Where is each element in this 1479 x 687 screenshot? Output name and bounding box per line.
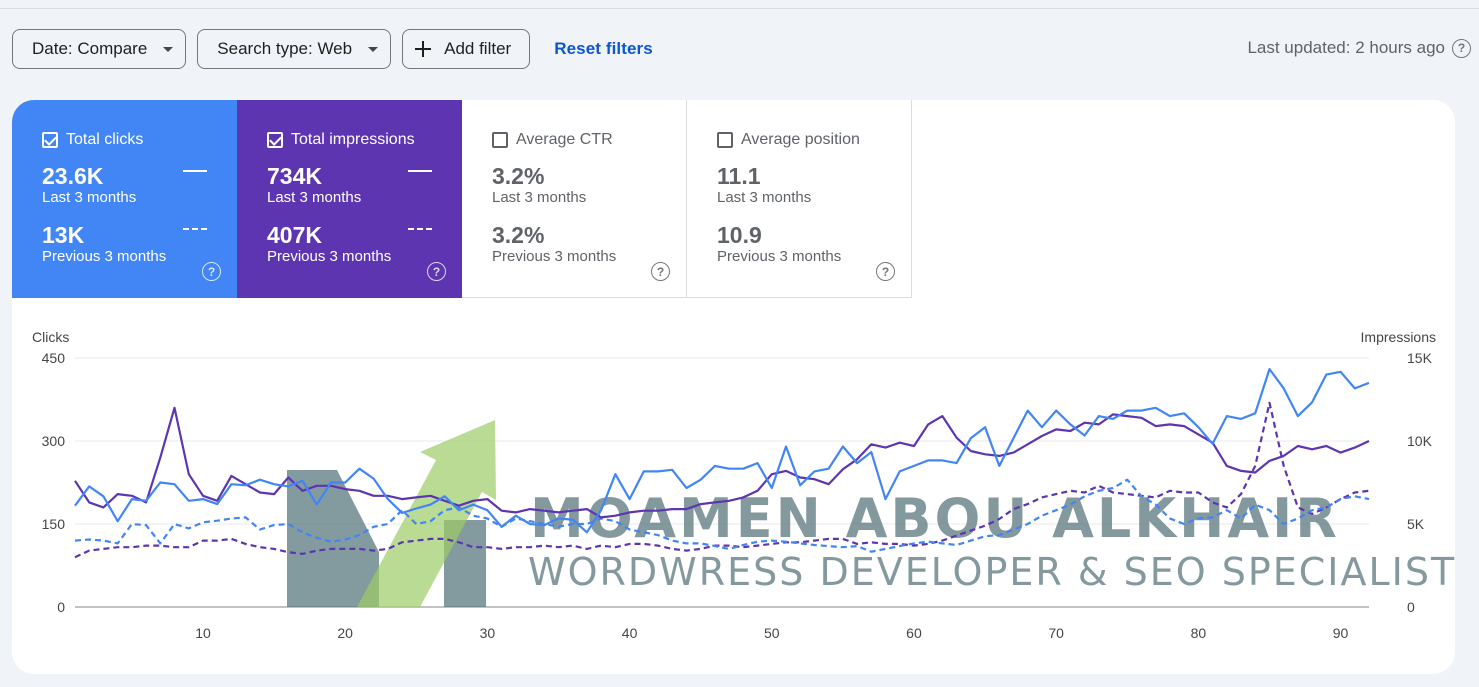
metric-current-period: Last 3 months bbox=[717, 189, 812, 206]
performance-chart[interactable]: Clicks Impressions 0 150 300 450 0 5K 10K 15K 10… bbox=[12, 100, 1455, 674]
series-line-total-impressions-previous bbox=[74, 401, 1370, 559]
help-icon[interactable]: ? bbox=[202, 262, 221, 281]
chart-axis-labels: Clicks Impressions bbox=[32, 329, 1436, 345]
x-tick-label: 90 bbox=[1333, 625, 1349, 641]
x-tick-label: 40 bbox=[622, 625, 638, 641]
filter-bar: Date: Compare Search type: Web Add filte… bbox=[12, 29, 653, 69]
chart-ticks: 0 150 300 450 0 5K 10K 15K 10 20 30 40 50 60 70 80 90 bbox=[42, 350, 1433, 641]
add-filter-button[interactable]: Add filter bbox=[402, 29, 531, 69]
metric-previous-period: Previous 3 months bbox=[717, 248, 842, 265]
metric-label: Average position bbox=[741, 131, 860, 148]
checkbox-checked-icon[interactable] bbox=[267, 132, 283, 148]
metric-current-value: 734K bbox=[267, 163, 322, 189]
metric-previous-period: Previous 3 months bbox=[42, 248, 167, 265]
help-icon[interactable]: ? bbox=[1452, 38, 1471, 58]
checkbox-unchecked-icon[interactable] bbox=[717, 132, 733, 148]
metric-previous-value: 13K bbox=[42, 222, 85, 248]
metric-label: Average CTR bbox=[516, 131, 613, 148]
dashed-line-legend-icon bbox=[183, 228, 207, 230]
y-right-axis-title: Impressions bbox=[1361, 329, 1436, 345]
metric-card-average-position[interactable]: Average position 11.1 Last 3 months 10.9… bbox=[687, 100, 912, 298]
y-left-tick-label: 0 bbox=[57, 599, 65, 615]
reset-filters-link[interactable]: Reset filters bbox=[554, 39, 653, 58]
help-icon[interactable]: ? bbox=[427, 262, 446, 281]
search-type-label: Search type: Web bbox=[217, 39, 353, 58]
date-filter-label: Date: Compare bbox=[32, 39, 148, 58]
date-filter-chip[interactable]: Date: Compare bbox=[12, 29, 187, 69]
chart-series bbox=[74, 368, 1370, 559]
caret-down-icon bbox=[368, 46, 379, 52]
y-right-tick-label: 15K bbox=[1407, 350, 1433, 366]
metric-label: Total impressions bbox=[291, 131, 415, 148]
metric-current-value: 23.6K bbox=[42, 163, 104, 189]
metric-label-row: Average position bbox=[717, 130, 911, 150]
search-type-chip[interactable]: Search type: Web bbox=[197, 29, 392, 69]
series-line-total-impressions-current bbox=[74, 406, 1370, 519]
metric-card-average-ctr[interactable]: Average CTR 3.2% Last 3 months 3.2% Prev… bbox=[462, 100, 687, 298]
solid-line-legend-icon bbox=[408, 170, 432, 172]
metric-card-total-impressions[interactable]: Total impressions 734K Last 3 months 407… bbox=[237, 100, 462, 298]
metric-previous-value: 3.2% bbox=[492, 222, 545, 248]
checkbox-unchecked-icon[interactable] bbox=[492, 132, 508, 148]
metric-label: Total clicks bbox=[66, 131, 144, 148]
x-tick-label: 50 bbox=[764, 625, 780, 641]
x-tick-label: 70 bbox=[1048, 625, 1064, 641]
metric-label-row: Total impressions bbox=[267, 130, 462, 150]
y-right-tick-label: 10K bbox=[1407, 433, 1433, 449]
metric-previous-period: Previous 3 months bbox=[267, 248, 392, 265]
logo-m-left-shape bbox=[287, 470, 379, 607]
help-icon[interactable]: ? bbox=[876, 262, 895, 281]
metric-label-row: Total clicks bbox=[42, 130, 237, 150]
series-line-total-clicks-current bbox=[74, 368, 1370, 534]
metric-card-total-clicks[interactable]: Total clicks 23.6K Last 3 months 13K Pre… bbox=[12, 100, 237, 298]
x-tick-label: 30 bbox=[480, 625, 496, 641]
logo-arrow-shape bbox=[357, 420, 496, 607]
help-icon[interactable]: ? bbox=[651, 262, 670, 281]
watermark-logo: MOAMEN ABOU ALKHAIR WORDWRESS DEVELOPER … bbox=[287, 420, 1455, 607]
checkbox-checked-icon[interactable] bbox=[42, 132, 58, 148]
series-line-total-clicks-previous bbox=[74, 478, 1370, 553]
y-right-tick-label: 0 bbox=[1407, 599, 1415, 615]
metric-current-period: Last 3 months bbox=[267, 189, 362, 206]
x-tick-label: 60 bbox=[906, 625, 922, 641]
watermark-subtitle: WORDWRESS DEVELOPER & SEO SPECIALIST bbox=[528, 550, 1455, 594]
last-updated: Last updated: 2 hours ago ? bbox=[1247, 38, 1471, 58]
y-left-tick-label: 150 bbox=[42, 516, 66, 532]
x-tick-label: 10 bbox=[195, 625, 211, 641]
last-updated-text: Last updated: 2 hours ago bbox=[1247, 38, 1445, 57]
add-filter-label: Add filter bbox=[444, 39, 512, 58]
performance-panel: Total clicks 23.6K Last 3 months 13K Pre… bbox=[12, 100, 1455, 674]
top-divider bbox=[0, 8, 1479, 9]
metric-previous-value: 407K bbox=[267, 222, 322, 248]
metric-previous-value: 10.9 bbox=[717, 222, 762, 248]
caret-down-icon bbox=[163, 46, 174, 52]
metric-current-value: 3.2% bbox=[492, 163, 545, 189]
dashed-line-legend-icon bbox=[408, 228, 432, 230]
y-right-tick-label: 5K bbox=[1407, 516, 1425, 532]
solid-line-legend-icon bbox=[183, 170, 207, 172]
watermark-title: MOAMEN ABOU ALKHAIR bbox=[530, 487, 1340, 550]
plus-icon bbox=[415, 41, 432, 57]
x-tick-label: 80 bbox=[1191, 625, 1207, 641]
metric-current-value: 11.1 bbox=[717, 163, 761, 189]
metric-label-row: Average CTR bbox=[492, 130, 686, 150]
metric-previous-period: Previous 3 months bbox=[492, 248, 617, 265]
metric-current-period: Last 3 months bbox=[492, 189, 587, 206]
y-left-axis-title: Clicks bbox=[32, 329, 69, 345]
y-left-tick-label: 450 bbox=[42, 350, 66, 366]
y-left-tick-label: 300 bbox=[42, 433, 66, 449]
x-tick-label: 20 bbox=[337, 625, 353, 641]
metric-current-period: Last 3 months bbox=[42, 189, 137, 206]
